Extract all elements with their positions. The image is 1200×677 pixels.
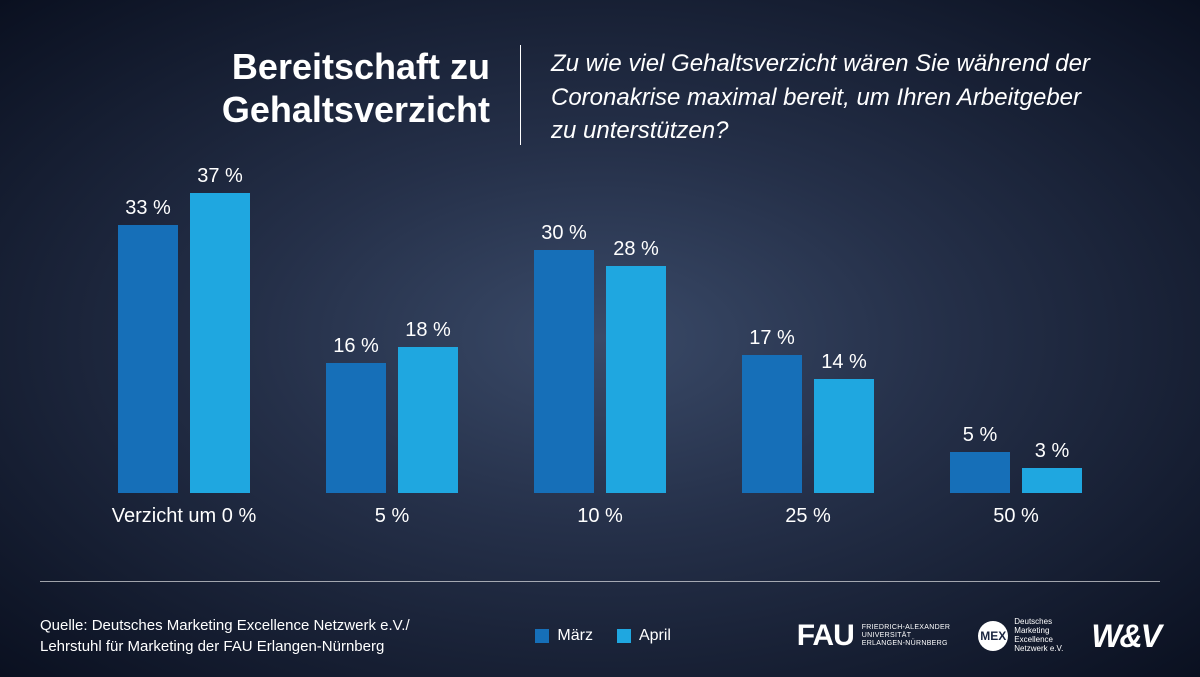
bar: 14 % (814, 379, 874, 493)
bar-value-label: 16 % (333, 335, 379, 358)
bar-value-label: 37 % (197, 165, 243, 188)
bar-group: 30 %28 %10 % (496, 193, 704, 528)
category-label: 10 % (577, 505, 623, 528)
bar: 5 % (950, 452, 1010, 493)
bar-value-label: 5 % (963, 424, 997, 447)
legend-item: April (617, 627, 671, 645)
bar: 33 % (118, 225, 178, 493)
bar-value-label: 18 % (405, 319, 451, 342)
legend-swatch (535, 629, 549, 643)
bar-pair: 5 % 3 % (950, 193, 1082, 493)
bar: 16 % (326, 363, 386, 493)
category-label: Verzicht um 0 % (112, 505, 257, 528)
legend-item: März (535, 627, 593, 645)
category-label: 50 % (993, 505, 1039, 528)
bar-value-label: 30 % (541, 222, 587, 245)
bar: 3 % (1022, 468, 1082, 492)
wv-logo: W&V (1091, 618, 1160, 655)
source-line-2: Lehrstuhl für Marketing der FAU Erlangen… (40, 636, 410, 657)
bar-pair: 30 %28 % (534, 193, 666, 493)
bar-value-label: 14 % (821, 351, 867, 374)
bar-pair: 16 %18 % (326, 193, 458, 493)
bar-group: 33 %37 %Verzicht um 0 % (80, 193, 288, 528)
legend-swatch (617, 629, 631, 643)
legend: März April (535, 627, 671, 645)
header: Bereitschaft zu Gehaltsverzicht Zu wie v… (0, 0, 1200, 148)
bar-pair: 17 %14 % (742, 193, 874, 493)
mex-logo-text: DeutschesMarketingExcellenceNetzwerk e.V… (1014, 618, 1063, 653)
mex-badge: MEX (978, 621, 1008, 651)
source-line-1: Quelle: Deutsches Marketing Excellence N… (40, 615, 410, 636)
category-label: 25 % (785, 505, 831, 528)
bar-value-label: 3 % (1035, 440, 1069, 463)
bar: 18 % (398, 347, 458, 493)
bar-value-label: 28 % (613, 238, 659, 261)
bar: 30 % (534, 250, 594, 493)
mex-logo: MEX DeutschesMarketingExcellenceNetzwerk… (978, 618, 1063, 653)
category-label: 5 % (375, 505, 409, 528)
page-subtitle: Zu wie viel Gehaltsverzicht wären Sie wä… (551, 45, 1100, 148)
bar: 28 % (606, 266, 666, 493)
bar-group: 16 %18 %5 % (288, 193, 496, 528)
title-divider (520, 45, 521, 145)
bar-value-label: 17 % (749, 327, 795, 350)
page-title: Bereitschaft zu Gehaltsverzicht (100, 45, 490, 131)
footer: Quelle: Deutsches Marketing Excellence N… (40, 615, 1160, 657)
bar-pair: 33 %37 % (118, 193, 250, 493)
logo-row: FAU FRIEDRICH-ALEXANDERUNIVERSITÄTERLANG… (797, 618, 1160, 655)
fau-logo-text: FAU (797, 619, 854, 653)
footer-rule (40, 581, 1160, 582)
bar: 37 % (190, 193, 250, 493)
bar-group: 17 %14 %25 % (704, 193, 912, 528)
bar-chart: 33 %37 %Verzicht um 0 %16 %18 %5 %30 %28… (80, 188, 1120, 528)
fau-logo-subtext: FRIEDRICH-ALEXANDERUNIVERSITÄTERLANGEN-N… (862, 624, 951, 647)
legend-label: März (557, 627, 593, 645)
bar-group: 5 % 3 % 50 % (912, 193, 1120, 528)
bar-value-label: 33 % (125, 197, 171, 220)
bar: 17 % (742, 355, 802, 493)
source-text: Quelle: Deutsches Marketing Excellence N… (40, 615, 410, 657)
legend-label: April (639, 627, 671, 645)
fau-logo: FAU FRIEDRICH-ALEXANDERUNIVERSITÄTERLANG… (797, 619, 951, 653)
